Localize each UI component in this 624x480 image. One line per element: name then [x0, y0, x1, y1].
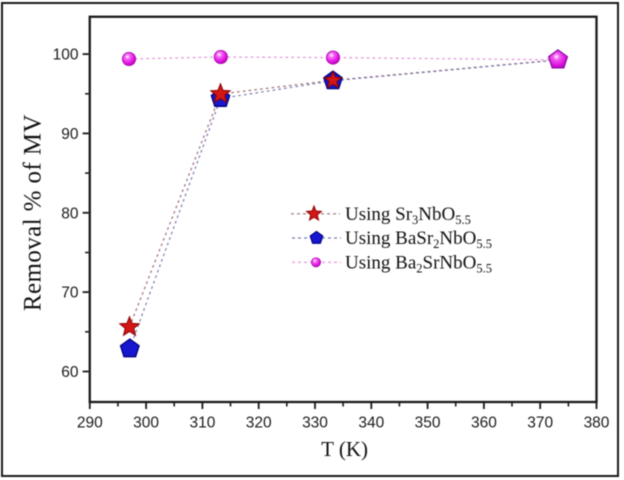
svg-text:60: 60: [61, 364, 79, 381]
svg-text:Using BaSr2NbO5.5: Using BaSr2NbO5.5: [345, 228, 492, 251]
svg-text:100: 100: [53, 47, 79, 64]
svg-text:290: 290: [77, 415, 103, 432]
svg-text:380: 380: [584, 415, 610, 432]
svg-text:350: 350: [415, 415, 441, 432]
svg-text:340: 340: [358, 415, 384, 432]
svg-text:70: 70: [61, 285, 79, 302]
svg-text:T (K): T (K): [321, 437, 368, 461]
svg-text:330: 330: [302, 415, 328, 432]
svg-text:360: 360: [471, 415, 497, 432]
svg-text:Using Ba2SrNbO5.5: Using Ba2SrNbO5.5: [345, 253, 492, 276]
svg-text:310: 310: [189, 415, 215, 432]
svg-text:Using Sr3NbO5.5: Using Sr3NbO5.5: [345, 204, 471, 227]
svg-text:320: 320: [246, 415, 272, 432]
svg-text:80: 80: [61, 205, 79, 222]
svg-text:300: 300: [133, 415, 159, 432]
svg-text:370: 370: [527, 415, 553, 432]
svg-text:Removal % of MV: Removal % of MV: [20, 114, 47, 311]
svg-text:90: 90: [61, 126, 79, 143]
